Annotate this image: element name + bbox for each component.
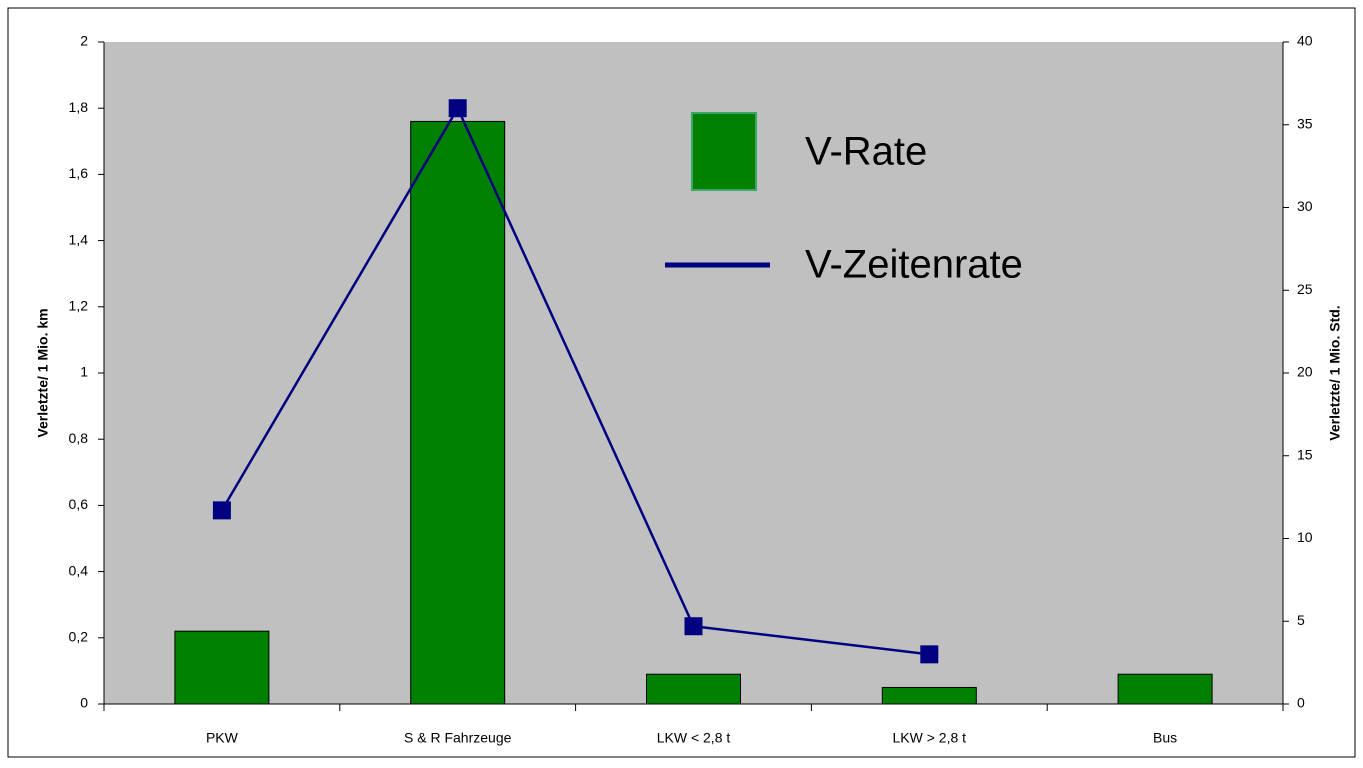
y2-tick-label: 20 <box>1297 364 1313 380</box>
x-tick-label: S & R Fahrzeuge <box>404 730 512 746</box>
line-marker <box>212 501 231 520</box>
y2-axis-title: Verletzte/ 1 Mio. Std. <box>1327 305 1343 440</box>
x-tick-label: PKW <box>206 730 239 746</box>
y2-tick-label: 10 <box>1297 529 1313 545</box>
y-tick-label: 1,6 <box>69 165 89 181</box>
y-axis-title: Verletzte/ 1 Mio. km <box>35 308 51 437</box>
y-tick-label: 0,6 <box>69 496 89 512</box>
x-tick-label: LKW < 2,8 t <box>657 730 731 746</box>
y-tick-label: 0,4 <box>69 562 89 578</box>
y2-tick-label: 0 <box>1297 695 1305 711</box>
y-tick-label: 1 <box>80 364 88 380</box>
legend-label: V-Zeitenrate <box>805 243 1023 287</box>
line-marker <box>920 645 939 664</box>
legend-label: V-Rate <box>805 130 927 174</box>
bar <box>410 120 506 705</box>
legend-swatch <box>691 112 757 191</box>
y2-tick-label: 25 <box>1297 281 1313 297</box>
y-tick-label: 1,2 <box>69 298 89 314</box>
y-tick-label: 1,8 <box>69 99 89 115</box>
y2-tick-label: 35 <box>1297 115 1313 131</box>
bar <box>646 673 741 705</box>
y2-tick-label: 30 <box>1297 198 1313 214</box>
bar <box>1117 673 1213 705</box>
line-marker <box>684 617 703 636</box>
y-tick-label: 0,2 <box>69 629 89 645</box>
y-tick-label: 0,8 <box>69 430 89 446</box>
y2-tick-label: 15 <box>1297 446 1313 462</box>
line-marker <box>448 99 467 118</box>
bar <box>174 630 270 705</box>
y2-tick-label: 5 <box>1297 612 1305 628</box>
y-tick-label: 0 <box>80 695 88 711</box>
line <box>220 105 930 656</box>
x-tick-label: LKW > 2,8 t <box>893 730 967 746</box>
x-tick-label: Bus <box>1153 730 1177 746</box>
y-tick-label: 2 <box>80 33 88 49</box>
bar <box>881 686 977 705</box>
y2-tick-label: 40 <box>1297 33 1313 49</box>
y-tick-label: 1,4 <box>69 231 89 247</box>
